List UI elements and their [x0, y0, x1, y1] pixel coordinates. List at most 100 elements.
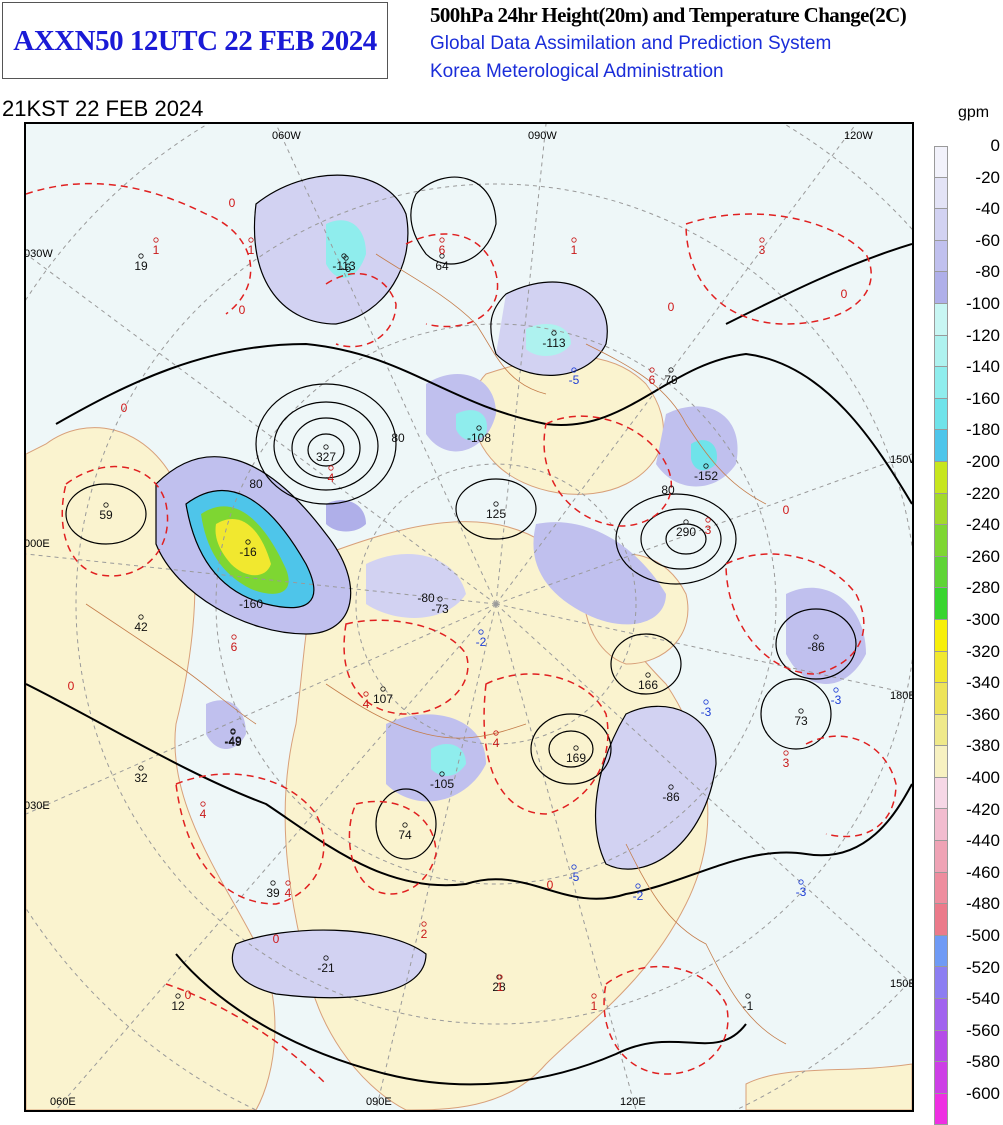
- height-change-label: 32: [134, 771, 148, 785]
- station-marker: [323, 955, 329, 961]
- lon-label-bottom: 060E: [50, 1096, 76, 1108]
- temperature-change-label: 3: [705, 523, 712, 537]
- height-change-label: -86: [662, 790, 680, 804]
- temperature-change-label: 4: [285, 886, 292, 900]
- temperature-change-label: -3: [796, 885, 807, 899]
- height-change-label: -6: [341, 261, 352, 275]
- contour-label: 0: [783, 503, 790, 517]
- station-marker: [591, 993, 597, 999]
- station-marker: [323, 444, 329, 450]
- station-marker: [439, 253, 445, 259]
- station-marker: [493, 501, 499, 507]
- height-change-label: -49: [224, 734, 242, 748]
- map-panel[interactable]: -6 -113 64 -113 79 -108 -152 327 125 290 59 -16 -73-…: [24, 122, 914, 1112]
- colorbar-swatch: [934, 430, 948, 462]
- colorbar-swatch: [934, 809, 948, 842]
- station-marker: [833, 687, 839, 693]
- height-change-label: 28: [492, 980, 506, 994]
- colorbar-swatch: [934, 999, 948, 1031]
- station-marker: [439, 771, 445, 777]
- temperature-change-label: 3: [759, 243, 766, 257]
- colorbar-tick-label: -20: [975, 167, 1000, 187]
- colorbar-swatch: [934, 367, 948, 399]
- station-marker: [798, 879, 804, 885]
- height-change-label: -113: [332, 259, 355, 273]
- colorbar-swatch: [934, 177, 948, 210]
- station-marker: [328, 465, 334, 471]
- colorbar-swatch: [934, 525, 948, 557]
- colorbar-tick-label: -100: [965, 294, 1000, 313]
- colorbar-swatch: [934, 461, 948, 494]
- colorbar-tick-label: -460: [965, 862, 1000, 882]
- colorbar-tick-label: -40: [975, 199, 1000, 219]
- agency-name: Korea Meterological Administration: [430, 61, 724, 82]
- station-marker: [493, 730, 499, 736]
- station-marker: [245, 539, 251, 545]
- station-marker: [703, 463, 709, 469]
- height-change-label: -113: [542, 336, 565, 350]
- contour-label: 0: [121, 401, 128, 415]
- colorbar-swatch: [934, 272, 948, 304]
- colorbar-swatch: [934, 493, 948, 526]
- contour-label: 80: [661, 483, 675, 497]
- station-marker: [437, 596, 443, 602]
- temperature-change-label: 3: [783, 756, 790, 770]
- colorbar-tick-label: -400: [965, 768, 1000, 787]
- colorbar-swatch: [934, 967, 948, 1000]
- station-marker: [439, 237, 445, 243]
- station-marker: [175, 993, 181, 999]
- colorbar-tick-label: -600: [965, 1084, 1000, 1103]
- height-change-label: -73: [431, 602, 449, 616]
- height-change-label: 79: [664, 373, 678, 387]
- colorbar-tick-label: -220: [965, 483, 1000, 503]
- colorbar-tick-label: -200: [965, 452, 1000, 471]
- colorbar-swatch: [934, 335, 948, 368]
- station-marker: [138, 614, 144, 620]
- temperature-change-label: 4: [200, 807, 207, 821]
- temperature-change-label: 1: [153, 243, 160, 257]
- graticule: [26, 124, 912, 1110]
- temperature-change-label: -2: [633, 889, 644, 903]
- colorbar-unit: gpm: [958, 104, 990, 121]
- station-marker: [497, 974, 503, 980]
- colorbar-tick-label: -140: [965, 357, 1000, 377]
- colorbar-tick-label: -160: [965, 388, 1000, 408]
- height-change-label: -1: [743, 999, 754, 1013]
- colorbar-tick-label: -120: [965, 325, 1000, 345]
- colorbar-tick-label: 0: [990, 136, 1000, 155]
- colorbar-tick-label: -320: [965, 641, 1000, 661]
- temperature-change-label: 6: [231, 640, 238, 654]
- colorbar-tick-label: -260: [965, 546, 1000, 566]
- station-marker: [478, 629, 484, 635]
- contour-label: -160: [239, 597, 263, 611]
- height-change-label: 64: [435, 259, 449, 273]
- lon-label-right: 180E: [890, 690, 914, 702]
- colorbar-swatch: [934, 872, 948, 905]
- lon-label-left: 030E: [24, 800, 50, 812]
- temperature-change-label: 1: [497, 980, 504, 994]
- colorbar-swatch: [934, 240, 948, 273]
- station-marker: [635, 883, 641, 889]
- station-marker: [402, 822, 408, 828]
- height-change-label: 74: [398, 828, 412, 842]
- lon-label-bottom: 120E: [620, 1096, 646, 1108]
- station-marker: [248, 237, 254, 243]
- contour-label: 0: [668, 300, 675, 314]
- colorbar-swatch: [934, 1062, 948, 1094]
- station-marker: [103, 502, 109, 508]
- station-marker: [649, 367, 655, 373]
- station-marker: [573, 745, 579, 751]
- station-marker: [571, 237, 577, 243]
- station-marker: [200, 801, 206, 807]
- temperature-change-label: 2: [421, 927, 428, 941]
- colorbar-tick-label: -540: [965, 989, 1000, 1009]
- station-marker: [703, 699, 709, 705]
- temperature-change-label: 1: [571, 243, 578, 257]
- colorbar-swatch: [934, 209, 948, 241]
- colorbar-swatch: [934, 303, 948, 336]
- station-marker: [421, 921, 427, 927]
- height-change-label: -108: [467, 431, 491, 445]
- chart-title: 500hPa 24hr Height(20m) and Temperature …: [430, 3, 907, 27]
- colorbar-tick-label: -360: [965, 704, 1000, 724]
- colorbar-swatch: [934, 619, 948, 652]
